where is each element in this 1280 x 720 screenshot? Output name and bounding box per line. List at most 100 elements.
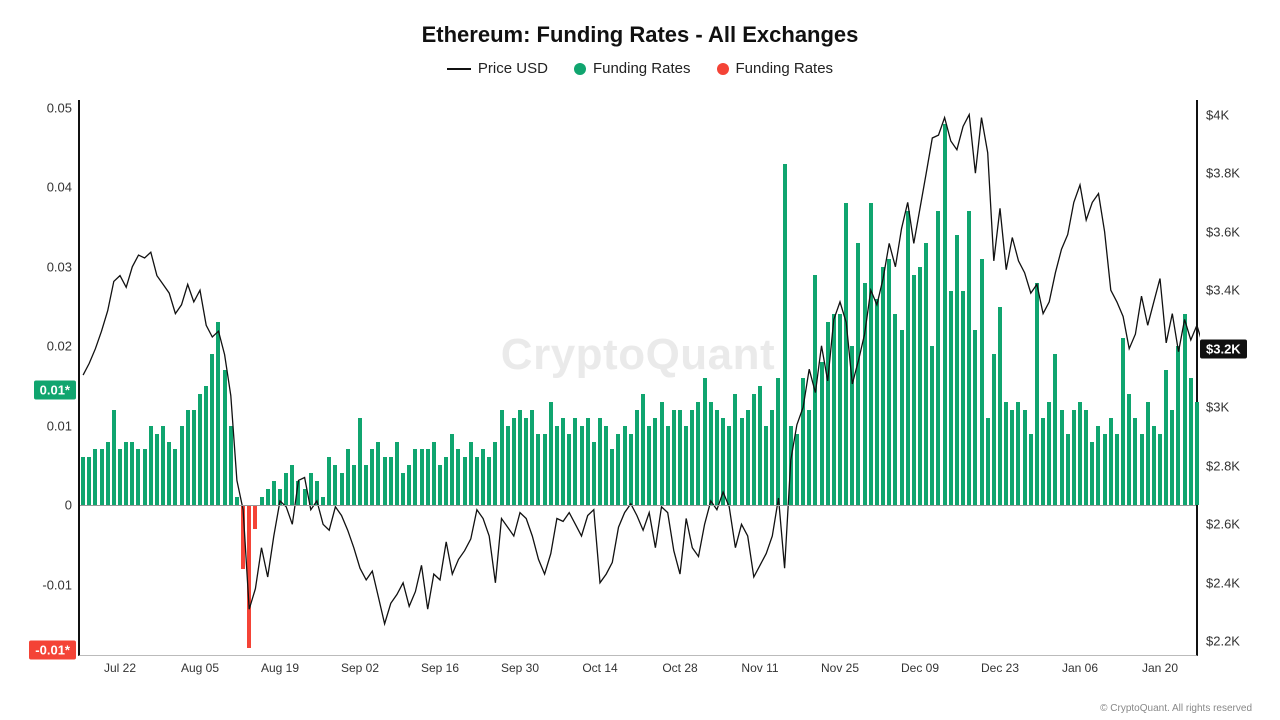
funding-bar — [955, 235, 959, 505]
funding-bar — [936, 211, 940, 505]
funding-bar — [1121, 338, 1125, 505]
funding-bar — [740, 418, 744, 505]
funding-bar — [352, 465, 356, 505]
funding-bar — [715, 410, 719, 505]
funding-bar — [900, 330, 904, 505]
funding-bar — [456, 449, 460, 505]
y-right-tick: $2.4K — [1206, 575, 1240, 590]
funding-bar — [1164, 370, 1168, 505]
funding-bar — [561, 418, 565, 505]
y-left-badge: 0.01* — [34, 380, 76, 399]
funding-bar — [696, 402, 700, 505]
funding-bar — [100, 449, 104, 505]
funding-bar — [776, 378, 780, 505]
funding-bar — [1109, 418, 1113, 505]
funding-bar — [764, 426, 768, 505]
legend-dot-swatch — [574, 63, 586, 75]
funding-bar — [155, 434, 159, 505]
funding-bar — [647, 426, 651, 505]
legend-line-swatch — [447, 68, 471, 70]
x-tick: Dec 23 — [981, 661, 1019, 675]
funding-bar — [752, 394, 756, 505]
funding-bar — [136, 449, 140, 505]
funding-bar — [850, 346, 854, 505]
funding-bar — [1103, 434, 1107, 505]
funding-bar — [580, 426, 584, 505]
x-tick: Aug 05 — [181, 661, 219, 675]
funding-bar — [869, 203, 873, 505]
funding-bar — [616, 434, 620, 505]
legend-item: Price USD — [447, 60, 548, 77]
y-right-tick: $2.8K — [1206, 458, 1240, 473]
funding-bar — [512, 418, 516, 505]
y-right-tick: $3.8K — [1206, 166, 1240, 181]
funding-bar — [826, 322, 830, 505]
legend-label: Funding Rates — [593, 60, 691, 77]
funding-bar — [272, 481, 276, 505]
funding-bar — [112, 410, 116, 505]
y-right-tick: $3.4K — [1206, 283, 1240, 298]
funding-bar — [684, 426, 688, 505]
funding-bar — [789, 426, 793, 505]
funding-bar — [758, 386, 762, 505]
funding-bar — [863, 283, 867, 505]
y-left-tick: -0.01 — [42, 577, 72, 592]
funding-bar — [567, 434, 571, 505]
funding-bar — [186, 410, 190, 505]
funding-bar — [893, 314, 897, 505]
funding-bar — [420, 449, 424, 505]
zero-line — [80, 505, 1196, 506]
funding-bar — [623, 426, 627, 505]
y-right-tick: $3.6K — [1206, 224, 1240, 239]
funding-bars — [80, 100, 1196, 655]
funding-bar — [1195, 402, 1199, 505]
funding-bar — [980, 259, 984, 505]
y-right-tick: $2.2K — [1206, 634, 1240, 649]
funding-bar — [518, 410, 522, 505]
funding-bar — [444, 457, 448, 505]
funding-bar — [118, 449, 122, 505]
funding-bar — [327, 457, 331, 505]
funding-bar — [690, 410, 694, 505]
funding-bar — [813, 275, 817, 505]
x-tick: Nov 25 — [821, 661, 859, 675]
funding-bar — [1072, 410, 1076, 505]
funding-bar — [918, 267, 922, 505]
funding-bar — [770, 410, 774, 505]
funding-bar — [143, 449, 147, 505]
funding-bar — [635, 410, 639, 505]
y-left-tick: 0.01 — [47, 418, 72, 433]
funding-bar — [549, 402, 553, 505]
funding-bar — [149, 426, 153, 505]
funding-bar — [832, 314, 836, 505]
funding-bar — [296, 481, 300, 505]
funding-bar — [703, 378, 707, 505]
funding-bar — [727, 426, 731, 505]
funding-bar — [721, 418, 725, 505]
funding-bar — [1146, 402, 1150, 505]
funding-bar — [961, 291, 965, 505]
funding-bar — [1090, 442, 1094, 506]
funding-bar — [943, 124, 947, 505]
funding-bar — [303, 489, 307, 505]
funding-bar — [610, 449, 614, 505]
funding-bar — [321, 497, 325, 505]
funding-bar — [1023, 410, 1027, 505]
funding-bar — [1066, 434, 1070, 505]
funding-bar — [198, 394, 202, 505]
funding-bar — [1004, 402, 1008, 505]
legend: Price USDFunding RatesFunding Rates — [0, 60, 1280, 77]
funding-bar — [820, 362, 824, 505]
x-tick: Sep 02 — [341, 661, 379, 675]
funding-bar — [130, 442, 134, 506]
funding-bar — [1060, 410, 1064, 505]
funding-bar — [1133, 418, 1137, 505]
y-left-tick: 0 — [65, 498, 72, 513]
funding-bar — [333, 465, 337, 505]
funding-bar — [543, 434, 547, 505]
funding-bar — [309, 473, 313, 505]
funding-bar — [192, 410, 196, 505]
funding-bar — [475, 457, 479, 505]
funding-bar — [173, 449, 177, 505]
funding-bar — [340, 473, 344, 505]
